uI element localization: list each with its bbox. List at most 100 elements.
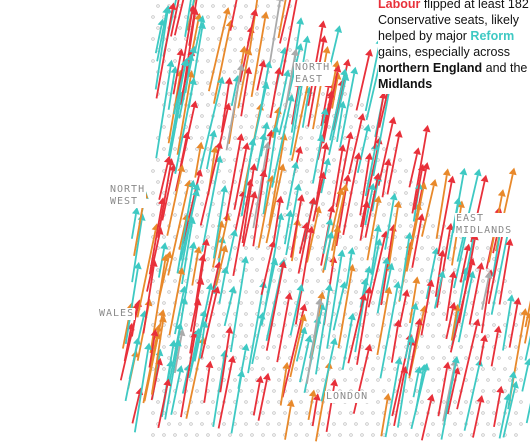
swing-arrow <box>246 8 259 44</box>
swing-arrow-shaft <box>372 92 390 177</box>
swing-arrow <box>384 192 398 250</box>
constituency-dot <box>437 389 441 393</box>
swing-arrow-shaft <box>284 55 296 110</box>
swing-arrow-shaft <box>408 153 418 188</box>
swing-arrow-shaft <box>252 176 265 247</box>
swing-arrow-shaft <box>262 131 277 215</box>
constituency-dot <box>371 433 375 437</box>
constituency-dot <box>420 268 424 272</box>
constituency-dot <box>497 422 501 426</box>
swing-arrow-head <box>316 134 325 142</box>
swing-arrow-shaft <box>158 162 169 200</box>
swing-arrow <box>176 4 197 99</box>
constituency-dot <box>415 433 419 437</box>
swing-arrow-head <box>242 142 251 150</box>
swing-arrow-head <box>467 270 476 279</box>
constituency-dot <box>459 367 463 371</box>
swing-arrow-shaft <box>459 250 469 283</box>
swing-arrow-head <box>422 124 431 133</box>
swing-arrow-shaft <box>376 263 388 314</box>
swing-arrow-head <box>400 365 409 374</box>
constituency-dot <box>299 400 303 404</box>
swing-arrow-shaft <box>490 230 510 315</box>
swing-arrow-head <box>299 326 308 335</box>
constituency-dot <box>464 378 468 382</box>
constituency-dot <box>470 411 474 415</box>
swing-arrow-head <box>162 6 171 14</box>
swing-arrow-shaft <box>167 72 176 110</box>
constituency-dot <box>211 334 215 338</box>
constituency-dot <box>244 26 248 30</box>
swing-arrow-head <box>196 141 205 150</box>
swing-arrow-head <box>325 283 333 292</box>
constituency-dot <box>272 323 276 327</box>
swing-arrow-shaft <box>413 170 423 210</box>
constituency-dot <box>470 323 474 327</box>
constituency-dot <box>393 257 397 261</box>
annotation-segment: flipped at least 182 Conservative seats,… <box>378 0 529 43</box>
swing-arrow-head <box>285 209 294 218</box>
swing-arrow-shaft <box>323 96 332 124</box>
swing-arrow-head <box>306 225 315 234</box>
swing-arrow-head <box>282 69 291 78</box>
swing-arrow <box>289 313 307 378</box>
swing-arrow-head <box>410 302 419 311</box>
swing-arrow-head <box>383 392 392 401</box>
constituency-dot <box>371 389 375 393</box>
swing-arrow-head <box>480 174 489 183</box>
swing-arrow-head <box>217 76 225 85</box>
constituency-dot <box>244 422 248 426</box>
swing-arrow-shaft <box>352 350 370 414</box>
swing-arrow-head <box>261 11 270 19</box>
swing-arrow <box>450 303 461 341</box>
swing-arrow-shaft <box>320 87 330 127</box>
swing-arrow <box>411 124 431 214</box>
swing-arrow <box>237 47 253 109</box>
swing-arrow-shaft <box>332 287 345 331</box>
swing-arrow <box>376 256 391 314</box>
swing-arrow-shaft <box>420 286 432 336</box>
constituency-dot <box>305 389 309 393</box>
constituency-dot <box>459 433 463 437</box>
constituency-dot <box>316 389 320 393</box>
swing-arrow-shaft <box>445 277 454 321</box>
swing-arrow-head <box>459 167 468 176</box>
swing-arrow-shaft <box>241 169 255 244</box>
constituency-dot <box>294 367 298 371</box>
swing-arrow <box>384 357 403 438</box>
swing-arrow-head <box>345 131 354 140</box>
swing-arrow-shaft <box>384 199 395 250</box>
constituency-dot <box>448 411 452 415</box>
constituency-dot <box>294 389 298 393</box>
constituency-dot <box>316 257 320 261</box>
constituency-dot <box>382 147 386 151</box>
swing-arrow-head <box>222 7 231 15</box>
constituency-dot <box>387 356 391 360</box>
swing-arrow-shaft <box>279 368 288 406</box>
constituency-dot <box>437 323 441 327</box>
swing-arrow-shaft <box>181 370 189 394</box>
swing-arrow-shaft <box>246 15 256 44</box>
swing-arrow-head <box>220 185 229 193</box>
constituency-dot <box>255 246 259 250</box>
constituency-dot <box>173 37 177 41</box>
constituency-dot <box>250 433 254 437</box>
swing-arrow-head <box>275 0 284 2</box>
swing-arrow-shaft <box>364 149 376 197</box>
constituency-dot <box>195 125 199 129</box>
constituency-dot <box>398 158 402 162</box>
swing-arrow-head <box>393 319 402 327</box>
swing-arrow <box>335 174 352 247</box>
constituency-dot <box>486 312 490 316</box>
swing-arrow <box>298 221 310 254</box>
swing-arrow-head <box>508 167 517 176</box>
swing-arrow-head <box>368 182 377 191</box>
labour-highlight: Labour <box>378 0 421 11</box>
swing-arrow-head <box>414 317 423 326</box>
constituency-dot <box>420 400 424 404</box>
constituency-dot <box>519 378 523 382</box>
constituency-dot <box>250 59 254 63</box>
swing-arrow-shaft <box>191 19 200 52</box>
swing-arrow-shaft <box>342 158 359 236</box>
constituency-dot <box>409 268 413 272</box>
